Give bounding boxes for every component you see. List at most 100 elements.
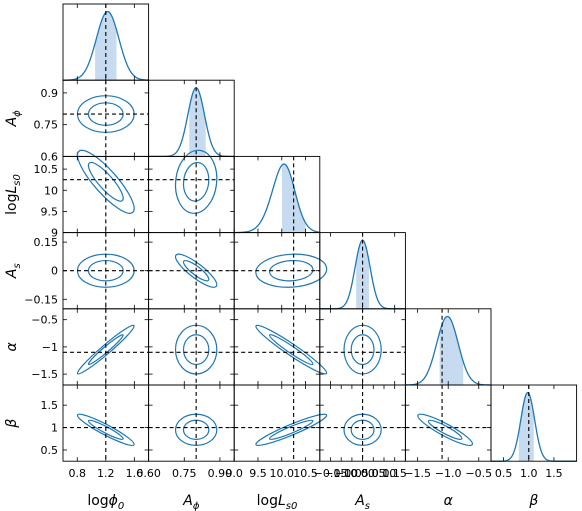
xlabel-logphi0: logϕ0 [87, 493, 124, 511]
xtick-label-As: −0.05 [335, 467, 369, 480]
xtick-label-As: 0.15 [382, 467, 407, 480]
tick-marks [148, 80, 221, 157]
panel-Aphi-alpha [148, 308, 235, 386]
xtick-label-logLs0: 9.5 [249, 467, 267, 480]
credible-band-logphi0 [95, 11, 117, 81]
panel-alpha-alpha [404, 308, 492, 386]
panel-frame [404, 384, 492, 462]
ytick-label-beta: 0.5 [41, 444, 59, 457]
panel-frame [490, 384, 578, 462]
credible-band-As [356, 240, 370, 309]
xtick-label-Aphi: 0.60 [136, 467, 161, 480]
tick-marks [148, 232, 235, 309]
contour-68-Aphi-logLs0 [182, 161, 210, 202]
tick-marks [330, 232, 396, 309]
contour-95-Aphi-logLs0 [174, 149, 218, 214]
ytick-label-beta: 1.5 [41, 399, 59, 412]
xlabel-beta: β [528, 493, 538, 509]
tick-marks [233, 308, 320, 385]
xtick-label-logphi0: 1.2 [97, 467, 115, 480]
xtick-label-As: 0.05 [361, 467, 386, 480]
panel-As-beta [319, 384, 406, 462]
panel-Aphi-logLs0 [148, 149, 235, 234]
ytick-label-alpha: −1 [42, 341, 58, 354]
tick-marks [63, 232, 149, 309]
panel-frame [148, 384, 235, 462]
panel-Aphi-As [148, 232, 235, 310]
tick-marks [405, 385, 491, 462]
tick-marks [417, 308, 480, 385]
contour-68-Aphi-As [182, 259, 210, 282]
panel-logphi0-Aphi [62, 79, 150, 157]
tick-marks [319, 385, 406, 462]
panel-logphi0-logLs0 [62, 149, 150, 234]
xtick-label-beta: 1.5 [545, 467, 563, 480]
panel-frame [233, 384, 321, 462]
contour-68-logphi0-logLs0 [87, 161, 124, 202]
tick-marks [148, 156, 235, 234]
panel-logLs0-alpha [233, 308, 328, 386]
ylabel-alpha: α [4, 342, 20, 352]
tick-marks [63, 385, 149, 462]
xtick-label-As: 0.10 [372, 467, 397, 480]
ytick-label-Aphi: 0.6 [41, 150, 59, 163]
panel-logphi0-beta [62, 384, 150, 462]
ylabel-logLs0: logLs0 [4, 174, 23, 215]
panel-Aphi-Aphi [148, 79, 235, 158]
ytick-label-As: 0.15 [34, 236, 59, 249]
xtick-label-alpha: −1.5 [404, 467, 431, 480]
contour-68-logLs0-beta [268, 419, 314, 440]
marginal-curve-logLs0 [234, 163, 320, 234]
contour-95-logLs0-alpha [255, 324, 328, 375]
ylabel-As: As [4, 263, 23, 279]
contour-95-logphi0-logLs0 [76, 149, 135, 214]
xtick-label-alpha: −0.5 [465, 467, 492, 480]
contour-68-logphi0-As [87, 259, 124, 282]
ytick-label-logLs0: 9 [51, 227, 58, 240]
contour-68-As-alpha [350, 334, 375, 366]
tick-marks [76, 4, 135, 81]
panel-logphi0-logphi0 [62, 3, 150, 81]
ytick-label-Aphi: 0.75 [34, 119, 59, 132]
ytick-label-logLs0: 10 [44, 184, 58, 197]
tick-marks [233, 156, 306, 233]
xtick-label-logphi0: 1.6 [126, 467, 144, 480]
tick-marks [503, 385, 555, 462]
xlabel-alpha: α [444, 493, 454, 509]
xtick-label-beta: 1.0 [520, 467, 538, 480]
tick-marks [148, 308, 235, 385]
ytick-label-Aphi: 0.9 [41, 87, 59, 100]
ylabel-Aphi: Aϕ [4, 110, 23, 128]
contour-95-logphi0-alpha [76, 324, 135, 375]
xlabel-Aphi: Aϕ [182, 493, 200, 511]
xtick-label-As: −0.10 [324, 467, 358, 480]
xtick-label-logLs0: 9.0 [225, 467, 243, 480]
panel-logphi0-alpha [62, 308, 150, 386]
marginal-curve-alpha [405, 315, 492, 386]
contour-68-logLs0-As [268, 259, 314, 282]
ytick-label-beta: 1 [51, 422, 58, 435]
contour-95-logphi0-beta [76, 413, 135, 446]
panel-As-alpha [319, 308, 406, 386]
panel-beta-beta [490, 384, 578, 462]
xtick-label-As: 0.00 [350, 467, 375, 480]
ytick-label-As: −0.15 [24, 293, 58, 306]
panel-logLs0-As [233, 232, 328, 310]
xtick-label-Aphi: 0.75 [172, 467, 197, 480]
xtick-label-beta: 0.5 [495, 467, 513, 480]
panel-Aphi-beta [148, 384, 235, 462]
xtick-label-logphi0: 0.8 [69, 467, 87, 480]
contour-68-logphi0-alpha [87, 334, 124, 366]
ytick-label-As: 0 [51, 265, 58, 278]
tick-marks [319, 308, 406, 385]
ytick-label-alpha: −0.5 [31, 314, 58, 327]
ytick-label-logLs0: 10.5 [34, 163, 59, 176]
credible-band-Aphi [189, 87, 206, 157]
xlabel-logLs0: logLs0 [257, 493, 298, 511]
ytick-label-alpha: −1.5 [31, 368, 58, 381]
panel-frame [148, 155, 235, 234]
panel-logLs0-beta [233, 384, 328, 462]
xtick-label-alpha: −1.0 [435, 467, 462, 480]
tick-marks [63, 308, 149, 385]
